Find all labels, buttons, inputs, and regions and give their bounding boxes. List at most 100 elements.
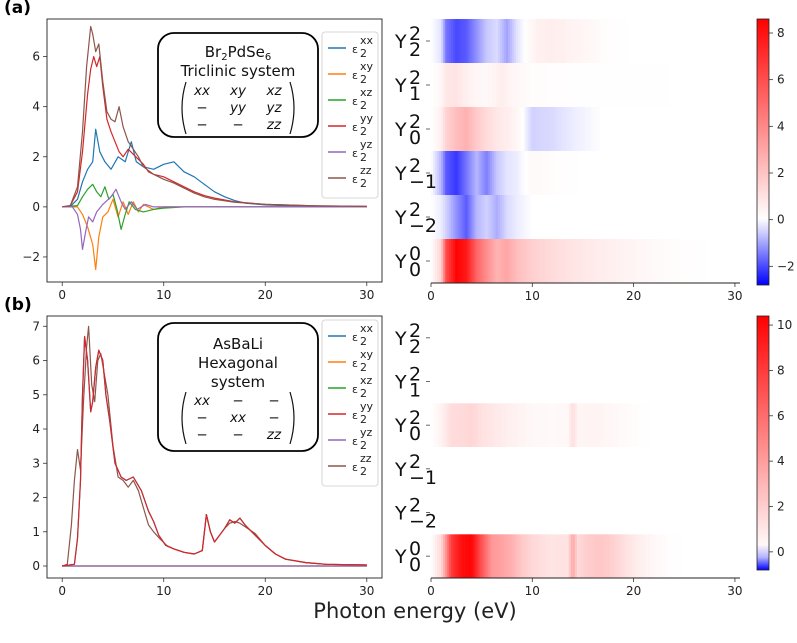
heatmap-cell xyxy=(528,151,531,195)
heatmap-cell xyxy=(447,151,450,195)
heatmap-cell xyxy=(467,63,471,107)
heatmap-cell xyxy=(633,63,637,107)
heatmap-cell xyxy=(497,19,501,63)
heatmap-cell xyxy=(542,19,546,63)
heatmap-cell xyxy=(550,19,554,63)
heatmap-row-Y0-0 xyxy=(431,534,681,578)
heatmap-cell xyxy=(528,195,531,239)
heatmap-cell xyxy=(473,239,477,283)
heatmap-cell xyxy=(576,63,580,107)
heatmap-cell xyxy=(546,151,550,195)
heatmap-cell xyxy=(536,107,539,151)
heatmap-cell xyxy=(682,239,685,283)
heatmap-cell xyxy=(510,239,513,283)
panel-b-heatmap: Y 22Y 21Y 20Y 2−1Y 2−2Y 000 10 20 30 xyxy=(394,320,743,598)
heatmap-cell xyxy=(479,63,483,107)
legend-subscript: 2 xyxy=(360,125,367,138)
heatmap-cell xyxy=(522,63,525,107)
heatmap-cell xyxy=(554,403,558,447)
series-line-zz xyxy=(62,325,367,567)
tensor-matrix-cell: xx xyxy=(193,393,211,409)
heatmap-cell xyxy=(623,19,627,63)
heatmap-cell xyxy=(433,195,436,239)
heatmap-cell xyxy=(536,239,539,283)
heatmap-cell xyxy=(566,403,570,447)
series-line-yz xyxy=(62,188,367,250)
legend-superscript: xz xyxy=(360,86,373,99)
heatmap-cell xyxy=(479,534,483,578)
heatmap-cell xyxy=(445,403,448,447)
heatmap-cell xyxy=(447,63,450,107)
heatmap-cell xyxy=(613,534,616,578)
heatmap-cell xyxy=(453,19,456,63)
row-label-l: 2 xyxy=(409,320,421,342)
heatmap-cell xyxy=(447,195,450,239)
heatmap-cell xyxy=(479,107,483,151)
heatmap-cell xyxy=(578,534,582,578)
heatmap-cell xyxy=(566,19,570,63)
heatmap-cell xyxy=(568,107,572,151)
colorbar-tick-label: 0 xyxy=(777,545,785,559)
heatmap-cell xyxy=(445,19,448,63)
heatmap-cell xyxy=(453,195,456,239)
legend-symbol: ε xyxy=(352,331,358,344)
panel-a-colorbar: −2 0 2 4 6 8 xyxy=(756,18,795,286)
heatmap-cell xyxy=(481,534,485,578)
heatmap-cell xyxy=(548,151,552,195)
heatmap-cell xyxy=(631,534,635,578)
heatmap-cell xyxy=(540,239,544,283)
heatmap-cell xyxy=(674,534,677,578)
heatmap-cell xyxy=(449,63,452,107)
heatmap-cell xyxy=(479,195,483,239)
heatmap-cell xyxy=(435,195,438,239)
heatmap-cell xyxy=(572,63,576,107)
heatmap-cell xyxy=(700,239,704,283)
heatmap-cell xyxy=(619,403,623,447)
heatmap-cell xyxy=(481,63,485,107)
heatmap-cell xyxy=(469,107,473,151)
heatmap-row-Y2-1 xyxy=(431,63,671,107)
colorbar-tick-label: 4 xyxy=(777,119,785,133)
heatmap-cell xyxy=(477,195,481,239)
heatmap-cell xyxy=(664,239,667,283)
heatmap-cell xyxy=(505,19,509,63)
heatmap-cell xyxy=(552,534,556,578)
heatmap-cell xyxy=(518,403,521,447)
colorbar-tick-label: 0 xyxy=(777,213,785,227)
x-tick-label: 0 xyxy=(427,584,435,598)
heatmap-cell xyxy=(467,534,471,578)
heatmap-cell xyxy=(540,403,544,447)
heatmap-cell xyxy=(560,239,564,283)
heatmap-cell xyxy=(627,403,631,447)
heatmap-cell xyxy=(491,63,495,107)
heatmap-cell xyxy=(536,534,539,578)
heatmap-cell xyxy=(447,403,450,447)
heatmap-cell xyxy=(554,534,558,578)
heatmap-cell xyxy=(601,239,604,283)
heatmap-cell xyxy=(599,534,602,578)
heatmap-cell xyxy=(453,151,456,195)
legend-subscript: 2 xyxy=(360,465,367,478)
heatmap-cell xyxy=(439,107,442,151)
tensor-matrix-cell: − xyxy=(196,100,207,116)
heatmap-cell xyxy=(437,195,440,239)
row-label-Y: Y xyxy=(394,328,407,350)
heatmap-cell xyxy=(639,534,643,578)
heatmap-cell xyxy=(556,403,560,447)
heatmap-cell xyxy=(501,195,505,239)
heatmap-cell xyxy=(532,239,535,283)
heatmap-cell xyxy=(637,534,641,578)
heatmap-cell xyxy=(437,151,440,195)
heatmap-cell xyxy=(469,534,473,578)
heatmap-cell xyxy=(514,403,517,447)
heatmap-cell xyxy=(617,534,621,578)
heatmap-cell xyxy=(554,239,558,283)
heatmap-cell xyxy=(532,107,535,151)
heatmap-cell xyxy=(441,534,444,578)
heatmap-cell xyxy=(538,534,542,578)
heatmap-cell xyxy=(597,239,600,283)
tensor-matrix-cell: xx xyxy=(193,83,211,99)
row-label-l: 2 xyxy=(409,451,421,473)
heatmap-cell xyxy=(540,534,544,578)
heatmap-cell xyxy=(461,63,465,107)
